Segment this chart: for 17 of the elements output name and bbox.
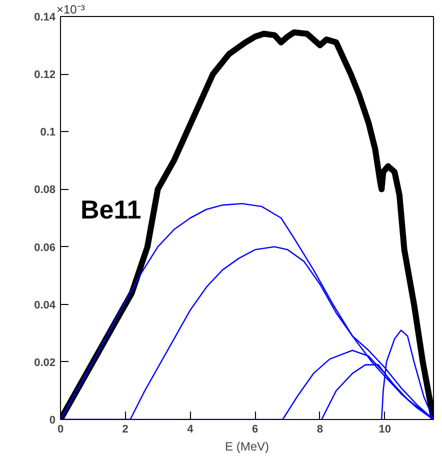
x-tick-label: 6 (252, 424, 258, 436)
text: ×10⁻³ (56, 2, 85, 16)
y-tick-label: 0.04 (34, 299, 56, 312)
annotation: Be11 (80, 194, 142, 224)
y-tick-label: 0.06 (34, 242, 56, 254)
x-tick-label: 2 (122, 424, 128, 436)
y-tick-label: 0.02 (34, 356, 56, 369)
y-tick-label: 0 (49, 414, 56, 426)
x-axis-title: E (MeV) (225, 440, 270, 454)
x-tick-label: 4 (187, 424, 194, 436)
x-tick-label: 10 (378, 424, 391, 436)
y-tick-label: 0.14 (34, 12, 56, 24)
y-tick-label: 0.08 (34, 184, 56, 196)
y-tick-label: 0.12 (34, 69, 56, 82)
x-tick-label: 8 (316, 424, 324, 436)
y-tick-label: 0.1 (40, 126, 56, 139)
x-tick-label: 0 (57, 424, 64, 436)
